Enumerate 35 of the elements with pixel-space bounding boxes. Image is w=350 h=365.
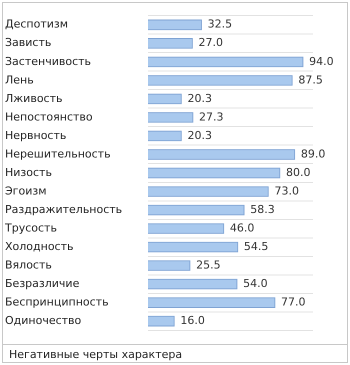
y-tick-label: Лень [5,73,34,86]
y-tick-label: Нервность [5,128,66,142]
data-label: 20.3 [187,128,212,142]
y-tick-label: Беспринципность [5,295,109,308]
y-tick-label: Застенчивость [5,54,92,68]
y-tick-label: Трусость [4,221,57,234]
y-tick-label: Вялость [5,258,52,272]
y-tick-label: Раздражительность [5,202,122,216]
data-label: 87.5 [298,73,323,86]
data-label: 27.3 [199,110,224,124]
y-tick-label: Нерешительность [5,147,111,160]
data-label: 20.3 [187,92,212,105]
data-label: 94.0 [309,54,334,68]
data-label: 16.0 [180,314,205,327]
data-label: 58.3 [250,202,275,216]
data-label: 80.0 [286,166,310,179]
data-label: 27.0 [198,36,224,50]
data-label: 46.0 [230,221,254,234]
data-label: 77.0 [281,295,306,308]
data-label: 89.0 [300,147,326,160]
data-label: 32.5 [208,18,232,31]
data-label: 25.5 [196,258,221,272]
y-tick-label: Деспотизм [5,18,68,31]
data-label: 54.5 [244,240,268,253]
y-tick-label: Эгоизм [5,184,46,198]
y-tick-label: Холодность [5,240,74,253]
data-label: 54.0 [243,276,268,290]
y-tick-label: Одиночество [5,314,82,327]
y-tick-label: Зависть [5,36,52,50]
y-tick-label: Лживость [5,92,62,105]
y-tick-label: Низость [5,166,52,179]
data-label: 73.0 [274,184,299,198]
y-tick-label: Непостоянство [5,110,93,124]
y-tick-label: Безразличие [5,276,80,290]
text: Негативные черты характера [9,348,182,361]
